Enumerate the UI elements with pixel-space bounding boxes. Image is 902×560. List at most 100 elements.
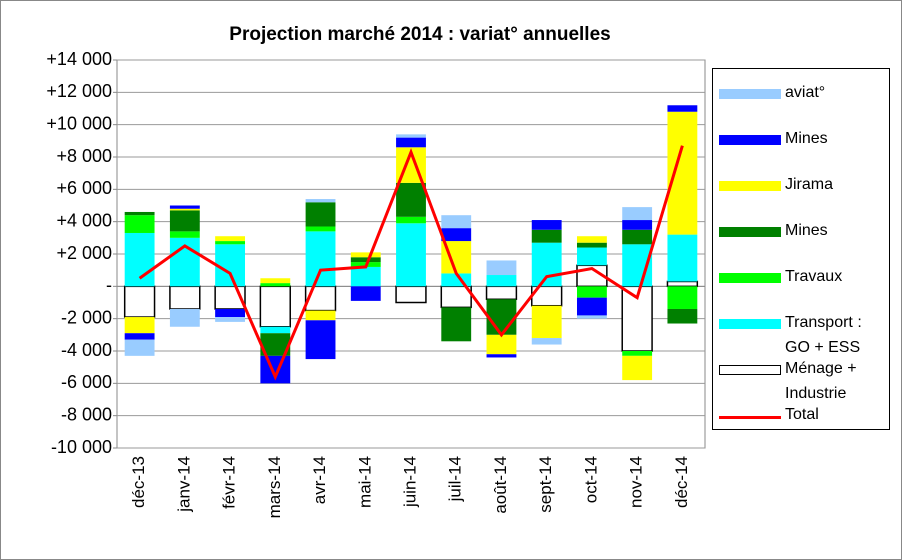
- bar: [305, 320, 336, 360]
- legend-item: Transport : GO + ESS: [719, 314, 887, 360]
- bar: [576, 297, 607, 316]
- x-tick-label: mars-14: [265, 456, 284, 518]
- bar: [350, 286, 381, 301]
- bar: [259, 285, 291, 328]
- bar: [576, 236, 607, 243]
- bar: [395, 285, 427, 304]
- bar: [396, 134, 426, 138]
- bar: [666, 280, 699, 288]
- y-tick-label: +10 000: [46, 113, 112, 133]
- bar: [169, 208, 200, 211]
- bar: [215, 317, 246, 322]
- legend-label: Travaux: [785, 268, 843, 285]
- bar: [350, 252, 381, 258]
- bar: [169, 231, 200, 238]
- legend-label: Total: [785, 406, 819, 423]
- bar: [215, 308, 246, 318]
- y-tick-label: -6 000: [61, 372, 112, 392]
- bar: [622, 229, 653, 245]
- bar: [215, 241, 246, 245]
- y-tick-label: -8 000: [61, 404, 112, 424]
- bar: [215, 244, 246, 287]
- bar: [305, 226, 336, 232]
- legend-item: Travaux: [719, 268, 887, 289]
- bar: [396, 137, 426, 148]
- legend-label: Jirama: [785, 176, 834, 193]
- bar: [169, 210, 200, 232]
- legend: aviat° Mines Jirama Mines Travaux Transport :…: [712, 68, 890, 430]
- bar: [169, 308, 200, 327]
- x-tick-label: juin-14: [400, 456, 419, 508]
- bar: [124, 339, 155, 356]
- x-tick-label: janv-14: [174, 456, 193, 513]
- bar: [305, 231, 336, 287]
- bar: [305, 310, 336, 321]
- bar: [305, 199, 336, 203]
- x-tick-label: févr-14: [220, 456, 239, 509]
- legend-swatch: [719, 319, 781, 329]
- bar: [350, 257, 381, 263]
- legend-label: Ménage + Industrie: [785, 360, 857, 402]
- x-tick-label: avr-14: [310, 456, 329, 504]
- bar: [576, 315, 607, 319]
- legend-swatch: [719, 273, 781, 283]
- bar: [531, 305, 562, 339]
- legend-label: Transport : GO + ESS: [785, 314, 862, 356]
- x-tick-label: oct-14: [581, 456, 600, 503]
- legend-swatch: [719, 365, 781, 375]
- y-tick-label: +4 000: [56, 210, 112, 230]
- bar: [441, 307, 472, 342]
- bar: [486, 334, 517, 355]
- bar: [124, 333, 155, 340]
- y-tick-label: -10 000: [51, 437, 112, 457]
- bar: [486, 299, 517, 335]
- bar: [576, 286, 607, 298]
- bar: [622, 220, 653, 230]
- y-tick-label: +6 000: [56, 178, 112, 198]
- bar: [124, 232, 155, 287]
- x-tick-label: sept-14: [536, 456, 555, 513]
- bar: [622, 207, 653, 221]
- x-tick-label: mai-14: [355, 456, 374, 508]
- legend-swatch: [719, 89, 781, 99]
- bar: [260, 283, 291, 287]
- bar: [260, 278, 291, 284]
- bar: [396, 223, 426, 287]
- bar: [305, 202, 336, 227]
- bar: [531, 242, 562, 287]
- bar: [441, 228, 472, 242]
- bar: [531, 229, 562, 243]
- bar: [124, 215, 155, 233]
- legend-label: aviat°: [785, 84, 826, 101]
- y-tick-label: +2 000: [56, 243, 112, 263]
- bar: [531, 338, 562, 345]
- legend-item: Total: [719, 406, 887, 427]
- legend-item: Jirama: [719, 176, 887, 197]
- bar: [667, 234, 698, 282]
- bar: [576, 242, 607, 248]
- legend-swatch: [719, 416, 781, 419]
- legend-item: Ménage + Industrie: [719, 360, 887, 406]
- bar: [169, 205, 200, 209]
- y-tick-label: +12 000: [46, 81, 112, 101]
- x-tick-label: déc-13: [129, 456, 148, 508]
- y-tick-label: +8 000: [56, 146, 112, 166]
- y-tick-label: +14 000: [46, 49, 112, 69]
- x-tick-label: nov-14: [627, 456, 646, 508]
- bar: [486, 275, 517, 287]
- bar: [124, 211, 155, 216]
- bar: [350, 266, 381, 287]
- bar: [396, 216, 426, 224]
- bar: [667, 308, 698, 324]
- legend-swatch: [719, 181, 781, 191]
- bar: [441, 215, 472, 229]
- legend-item: aviat°: [719, 84, 887, 105]
- y-tick-label: -: [106, 275, 112, 295]
- total-line: [138, 145, 684, 381]
- legend-item: Mines: [719, 130, 887, 151]
- bar: [622, 355, 653, 381]
- bar: [667, 111, 698, 235]
- legend-swatch: [719, 135, 781, 145]
- bar: [667, 105, 698, 112]
- bar: [260, 326, 291, 334]
